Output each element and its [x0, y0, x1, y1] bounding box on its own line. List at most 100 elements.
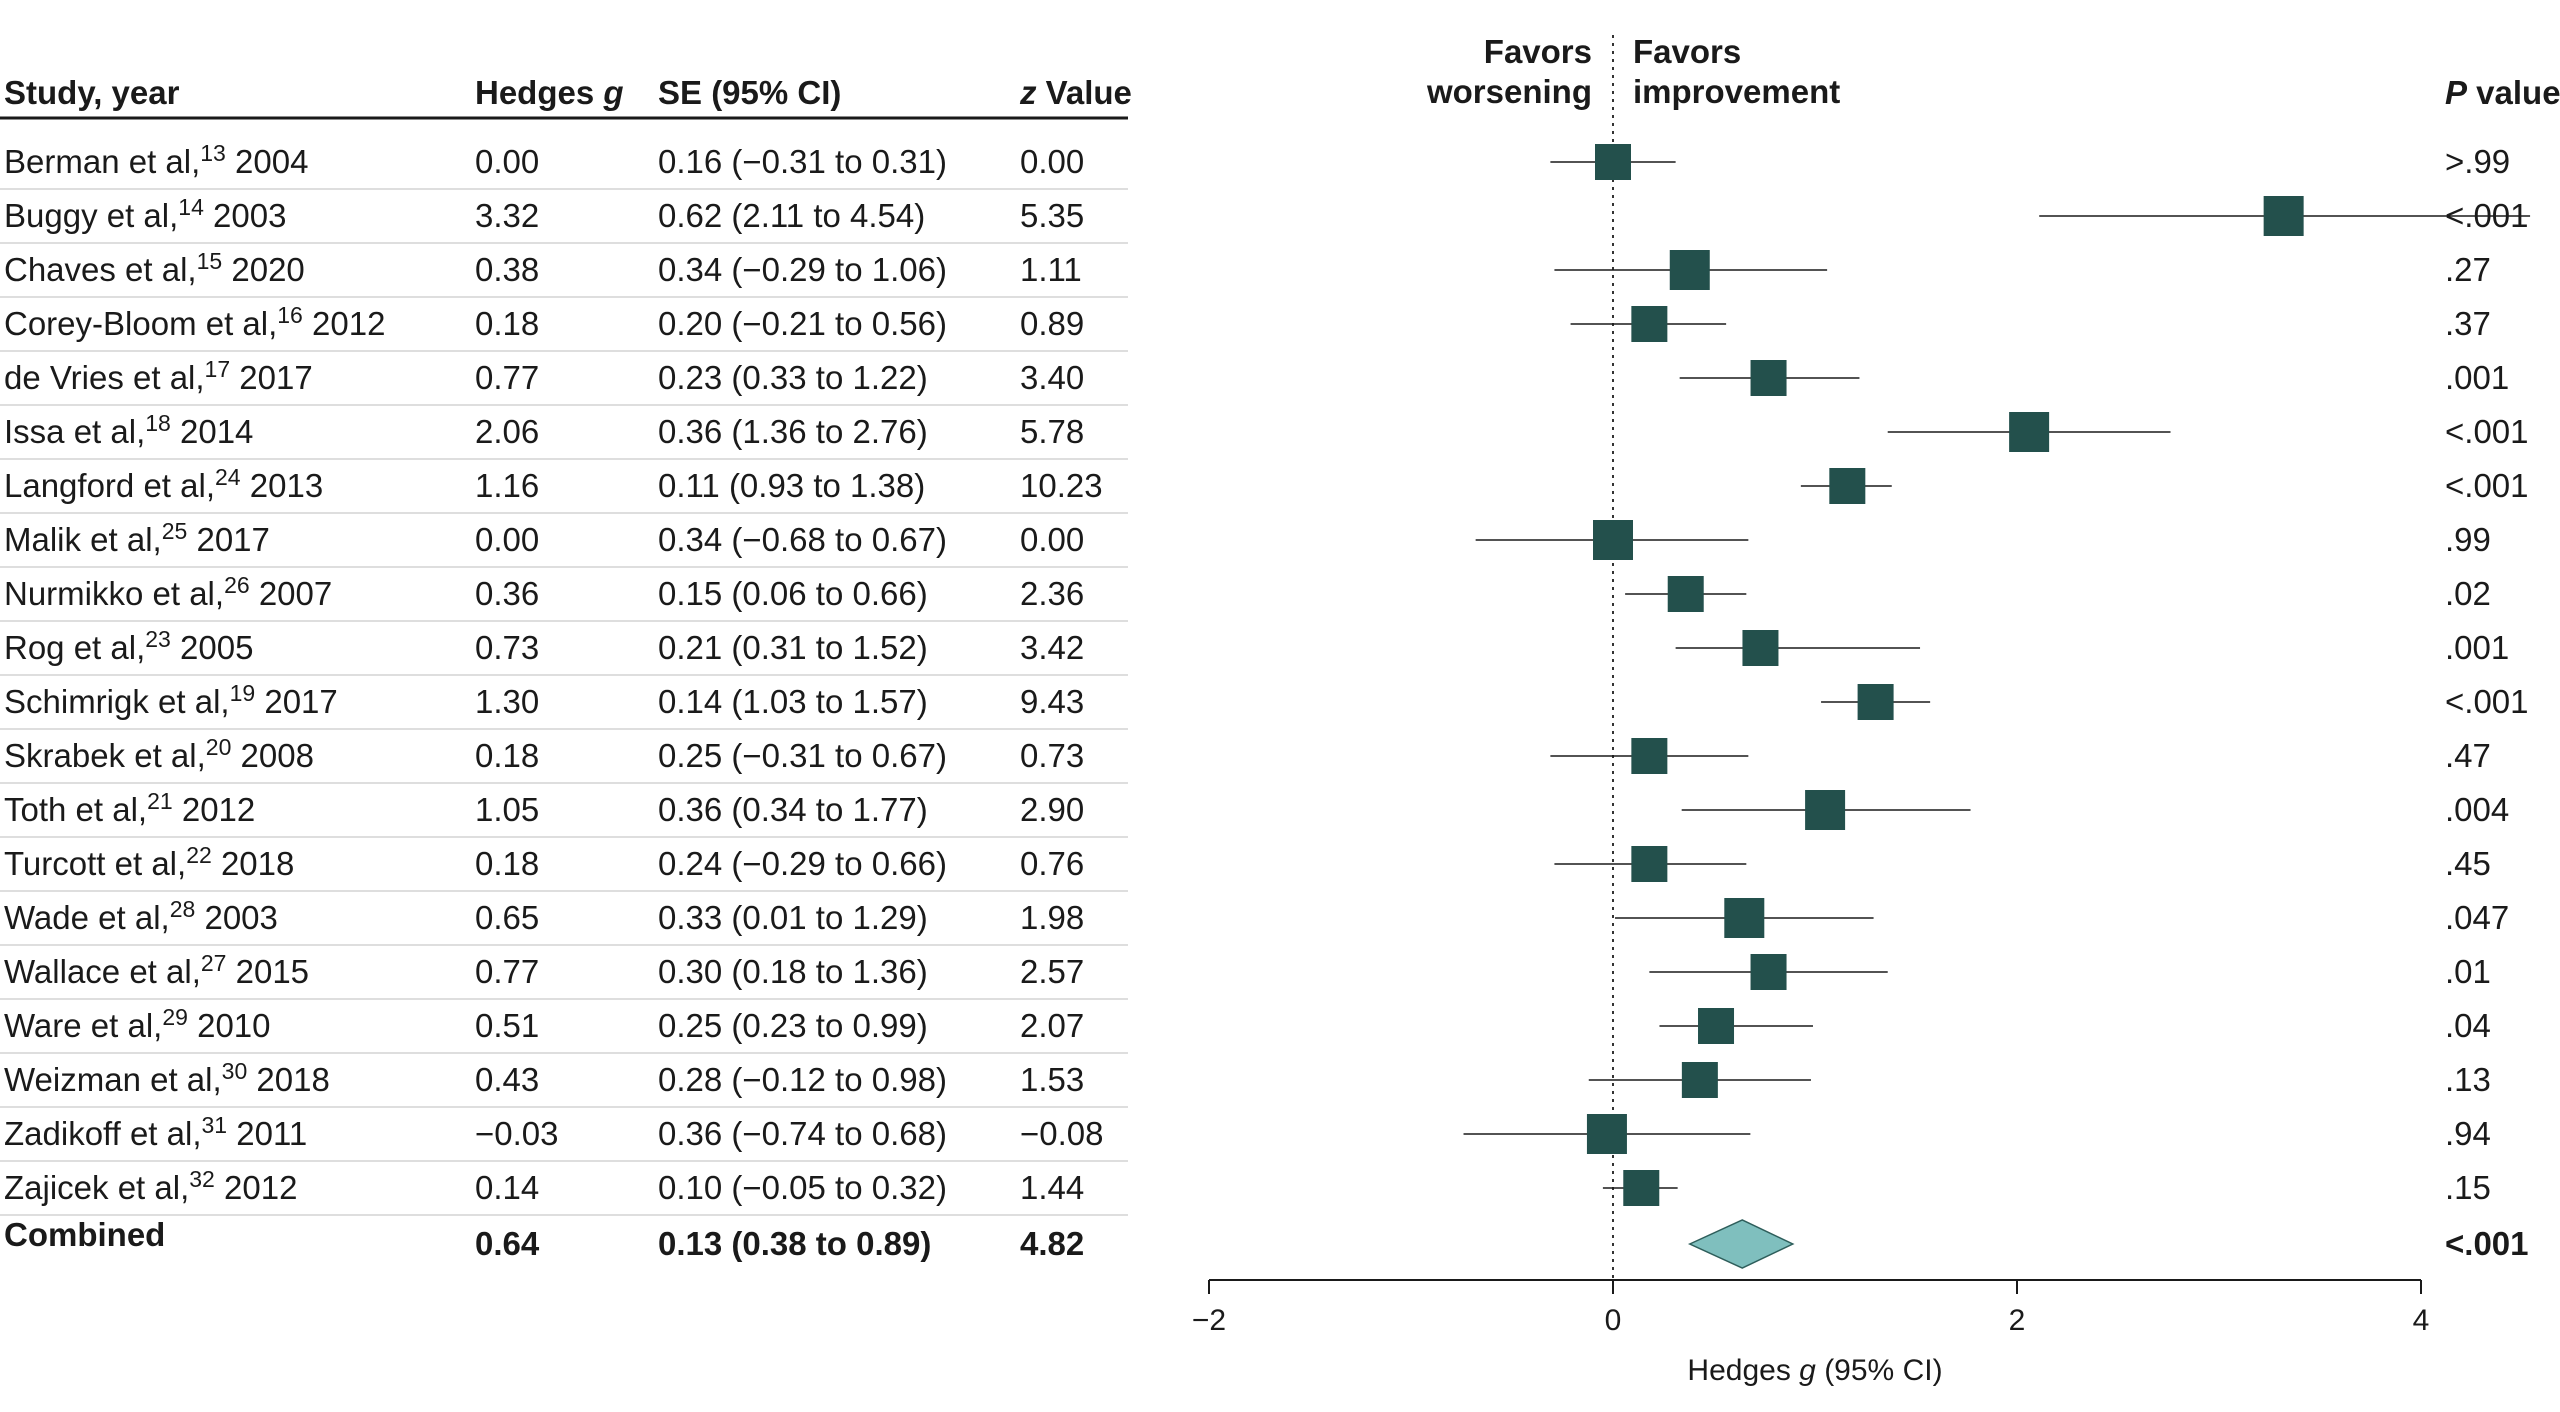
point-estimate-marker: [1750, 954, 1787, 990]
favors-left-line2: worsening: [1426, 73, 1592, 110]
se-ci-value: 0.36 (−0.74 to 0.68): [658, 1115, 947, 1152]
hedges-g-value: 0.43: [475, 1061, 539, 1098]
study-ref: 14: [178, 194, 204, 220]
study-author: Turcott et al,: [4, 845, 186, 882]
study-author: Buggy et al,: [4, 197, 178, 234]
se-ci-value: 0.34 (−0.68 to 0.67): [658, 521, 947, 558]
study-label: Issa et al,18 2014: [4, 410, 253, 450]
se-ci-value: 0.20 (−0.21 to 0.56): [658, 305, 947, 342]
study-label: Langford et al,24 2013: [4, 464, 323, 504]
point-estimate-marker: [2009, 412, 2050, 452]
hedges-g-value: 0.65: [475, 899, 539, 936]
study-year: 2007: [250, 575, 333, 612]
se-ci-value: 0.36 (1.36 to 2.76): [658, 413, 928, 450]
study-author: Ware et al,: [4, 1007, 162, 1044]
study-year: 2017: [230, 359, 313, 396]
hedges-g-value: 1.16: [475, 467, 539, 504]
study-label: Nurmikko et al,26 2007: [4, 572, 332, 612]
study-year: 2020: [222, 251, 305, 288]
p-value: .004: [2445, 791, 2509, 828]
point-estimate-marker: [1631, 846, 1668, 882]
study-ref: 27: [201, 950, 227, 976]
hedges-g-value: 1.30: [475, 683, 539, 720]
hedges-g-value: 0.77: [475, 953, 539, 990]
point-estimate-marker: [1593, 520, 1633, 560]
study-author: Malik et al,: [4, 521, 162, 558]
p-value: .02: [2445, 575, 2491, 612]
study-year: 2012: [303, 305, 386, 342]
study-ref: 19: [230, 680, 256, 706]
study-ref: 16: [277, 302, 303, 328]
table-row: Weizman et al,30 2018 0.43 0.28 (−0.12 to …: [0, 1058, 2491, 1108]
z-value: 2.90: [1020, 791, 1084, 828]
hedges-g-value: 0.14: [475, 1169, 539, 1206]
p-value: .15: [2445, 1169, 2491, 1206]
x-axis-label-suffix: (95% CI): [1816, 1354, 1943, 1387]
study-label: Zadikoff et al,31 2011: [4, 1112, 307, 1152]
study-label: Corey-Bloom et al,16 2012: [4, 302, 385, 342]
p-value: .13: [2445, 1061, 2491, 1098]
table-row: Skrabek et al,20 2008 0.18 0.25 (−0.31 to …: [0, 734, 2491, 784]
table-row: Zajicek et al,32 2012 0.14 0.10 (−0.05 to …: [0, 1166, 2491, 1216]
point-estimate-marker: [1631, 306, 1668, 342]
p-value: .01: [2445, 953, 2491, 990]
study-author: Issa et al,: [4, 413, 145, 450]
header-p-value: P value: [2445, 74, 2560, 111]
x-axis-label-italic: g: [1799, 1354, 1816, 1387]
study-year: 2008: [231, 737, 314, 774]
z-value: 2.07: [1020, 1007, 1084, 1044]
z-value: 1.44: [1020, 1169, 1084, 1206]
study-ref: 23: [145, 626, 171, 652]
study-label: Rog et al,23 2005: [4, 626, 253, 666]
table-row: Issa et al,18 2014 2.06 0.36 (1.36 to 2.76…: [0, 410, 2529, 460]
z-value: 0.00: [1020, 521, 1084, 558]
z-value: 0.00: [1020, 143, 1084, 180]
p-value: .99: [2445, 521, 2491, 558]
study-ref: 13: [200, 140, 226, 166]
table-row: de Vries et al,17 2017 0.77 0.23 (0.33 to …: [0, 356, 2509, 406]
point-estimate-marker: [1669, 250, 1710, 290]
p-value: .47: [2445, 737, 2491, 774]
point-estimate-marker: [1681, 1062, 1718, 1098]
study-author: Chaves et al,: [4, 251, 197, 288]
hedges-g-value: 0.00: [475, 521, 539, 558]
se-ci-value: 0.25 (−0.31 to 0.67): [658, 737, 947, 774]
study-author: Wade et al,: [4, 899, 170, 936]
combined-se-ci: 0.13 (0.38 to 0.89): [658, 1225, 931, 1262]
study-label: Wade et al,28 2003: [4, 896, 278, 936]
point-estimate-marker: [1623, 1170, 1660, 1206]
study-ref: 22: [186, 842, 212, 868]
table-row: Corey-Bloom et al,16 2012 0.18 0.20 (−0.21…: [0, 302, 2491, 352]
table-row: Ware et al,29 2010 0.51 0.25 (0.23 to 0.99…: [0, 1004, 2491, 1054]
point-estimate-marker: [1631, 738, 1668, 774]
study-label: Skrabek et al,20 2008: [4, 734, 314, 774]
hedges-g-value: 0.18: [475, 305, 539, 342]
header-z-value: z Value: [1019, 74, 1132, 111]
header-p-italic: P: [2445, 74, 2468, 111]
study-year: 2014: [171, 413, 254, 450]
hedges-g-value: 0.38: [475, 251, 539, 288]
study-label: Ware et al,29 2010: [4, 1004, 271, 1044]
se-ci-value: 0.11 (0.93 to 1.38): [658, 467, 925, 504]
p-value: <.001: [2445, 683, 2529, 720]
header-hedges-g: Hedges g: [475, 74, 624, 111]
p-value: .04: [2445, 1007, 2491, 1044]
header-study: Study, year: [4, 74, 180, 111]
table-row: Nurmikko et al,26 2007 0.36 0.15 (0.06 to …: [0, 572, 2491, 622]
header-hedges-g-text: Hedges: [475, 74, 603, 111]
p-value: <.001: [2445, 467, 2529, 504]
study-year: 2015: [226, 953, 309, 990]
study-author: Skrabek et al,: [4, 737, 206, 774]
combined-diamond: [1687, 1219, 1795, 1269]
study-ref: 21: [147, 788, 173, 814]
study-author: Langford et al,: [4, 467, 215, 504]
se-ci-value: 0.28 (−0.12 to 0.98): [658, 1061, 947, 1098]
study-ref: 29: [162, 1004, 188, 1030]
point-estimate-marker: [1724, 898, 1765, 938]
table-row: Wallace et al,27 2015 0.77 0.30 (0.18 to 1…: [0, 950, 2491, 1000]
hedges-g-value: −0.03: [475, 1115, 559, 1152]
point-estimate-marker: [1667, 576, 1704, 612]
study-year: 2012: [215, 1169, 298, 1206]
table-row: Zadikoff et al,31 2011 −0.03 0.36 (−0.74 t…: [0, 1112, 2491, 1162]
z-value: 3.42: [1020, 629, 1084, 666]
